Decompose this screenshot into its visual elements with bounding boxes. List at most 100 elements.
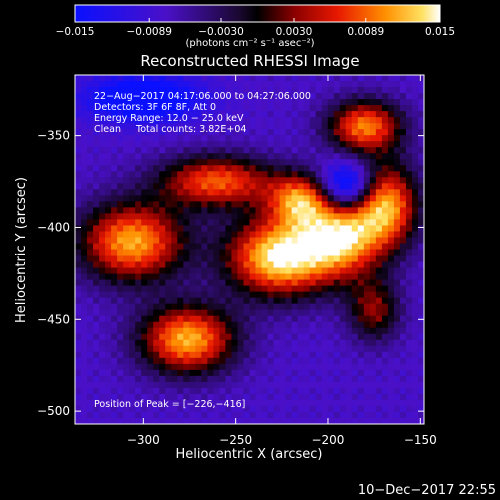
heatmap-cell <box>81 369 88 377</box>
heatmap-cell <box>285 399 293 407</box>
heatmap-cell <box>105 291 112 299</box>
heatmap-cell <box>159 333 166 341</box>
heatmap-cell <box>255 351 263 359</box>
heatmap-cell <box>111 369 118 377</box>
heatmap-cell <box>267 345 275 353</box>
y-axis-label: Heliocentric Y (arcsec) <box>14 177 29 323</box>
heatmap-cell <box>411 411 419 419</box>
heatmap-cell <box>87 339 94 347</box>
heatmap-cell <box>249 183 257 190</box>
heatmap-cell <box>357 411 365 419</box>
heatmap-cell <box>249 129 257 136</box>
heatmap-cell <box>285 381 293 389</box>
heatmap-cell <box>417 417 424 424</box>
heatmap-cell <box>117 213 124 221</box>
heatmap-cell <box>321 411 329 419</box>
heatmap-cell <box>195 231 202 239</box>
heatmap-cell <box>417 321 424 329</box>
heatmap-cell <box>219 225 227 233</box>
heatmap-cell <box>111 171 118 178</box>
heatmap-cell <box>135 303 142 311</box>
heatmap-cell <box>111 213 118 221</box>
heatmap-cell <box>417 153 424 160</box>
heatmap-cell <box>285 285 293 293</box>
heatmap-cell <box>279 255 287 263</box>
heatmap-cell <box>417 129 424 136</box>
heatmap-cell <box>369 267 377 275</box>
heatmap-cell <box>339 411 347 419</box>
heatmap-cell <box>159 81 166 88</box>
heatmap-cell <box>141 405 148 413</box>
heatmap-cell <box>381 135 389 142</box>
heatmap-cell <box>93 279 100 287</box>
heatmap-cell <box>351 393 359 401</box>
heatmap-cell <box>135 291 142 299</box>
heatmap-cell <box>297 171 305 178</box>
heatmap-cell <box>381 273 389 281</box>
heatmap-cell <box>411 363 419 371</box>
heatmap-cell <box>147 201 154 208</box>
heatmap-cell <box>297 213 305 221</box>
heatmap-cell <box>117 225 124 233</box>
heatmap-cell <box>231 249 239 257</box>
heatmap-cell <box>375 129 383 136</box>
heatmap-cell <box>411 417 419 424</box>
heatmap-cell <box>147 99 154 106</box>
heatmap-cell <box>81 279 88 287</box>
heatmap-cell <box>201 93 208 100</box>
heatmap-cell <box>171 207 178 214</box>
heatmap-cell <box>201 363 208 371</box>
heatmap-cell <box>387 411 395 419</box>
heatmap-cell <box>345 105 353 112</box>
heatmap-cell <box>81 207 88 214</box>
heatmap-cell <box>375 231 383 239</box>
heatmap-cell <box>393 297 401 305</box>
heatmap-cell <box>345 231 353 239</box>
heatmap-cell <box>159 129 166 136</box>
heatmap-cell <box>117 351 124 359</box>
heatmap-cell <box>417 123 424 130</box>
heatmap-cell <box>159 255 166 263</box>
heatmap-cell <box>93 327 100 335</box>
heatmap-cell <box>75 213 82 221</box>
heatmap-cell <box>225 297 233 305</box>
heatmap-cell <box>321 129 329 136</box>
heatmap-cell <box>399 357 407 365</box>
heatmap-cell <box>75 135 82 142</box>
heatmap-cell <box>123 213 130 221</box>
heatmap-cell <box>303 111 311 118</box>
heatmap-cell <box>399 159 407 166</box>
heatmap-cell <box>387 381 395 389</box>
heatmap-cell <box>273 195 281 202</box>
heatmap-cell <box>399 381 407 389</box>
heatmap-cell <box>201 147 208 154</box>
heatmap-cell <box>147 267 154 275</box>
heatmap-cell <box>345 405 353 413</box>
heatmap-cell <box>111 189 118 196</box>
heatmap-cell <box>279 171 287 178</box>
annotation-line-1: 22−Aug−2017 04:17:06.000 to 04:27:06.000 <box>94 91 311 102</box>
heatmap-cell <box>363 351 371 359</box>
heatmap-cell <box>171 273 178 281</box>
heatmap-cell <box>135 375 142 383</box>
heatmap-cell <box>147 357 154 365</box>
heatmap-cell <box>249 285 257 293</box>
heatmap-cell <box>261 387 269 395</box>
heatmap-cell <box>213 357 221 365</box>
heatmap-cell <box>411 159 419 166</box>
heatmap-cell <box>81 147 88 154</box>
heatmap-cell <box>381 387 389 395</box>
heatmap-cell <box>369 189 377 196</box>
heatmap-cell <box>129 171 136 178</box>
heatmap-cell <box>315 279 323 287</box>
heatmap-cell <box>195 243 202 251</box>
heatmap-cell <box>387 285 395 293</box>
heatmap-cell <box>81 171 88 178</box>
heatmap-cell <box>123 315 130 323</box>
heatmap-cell <box>291 165 299 172</box>
heatmap-cell <box>393 165 401 172</box>
heatmap-cell <box>87 81 94 88</box>
heatmap-cell <box>351 93 359 100</box>
heatmap-cell <box>231 381 239 389</box>
heatmap-cell <box>189 327 196 335</box>
